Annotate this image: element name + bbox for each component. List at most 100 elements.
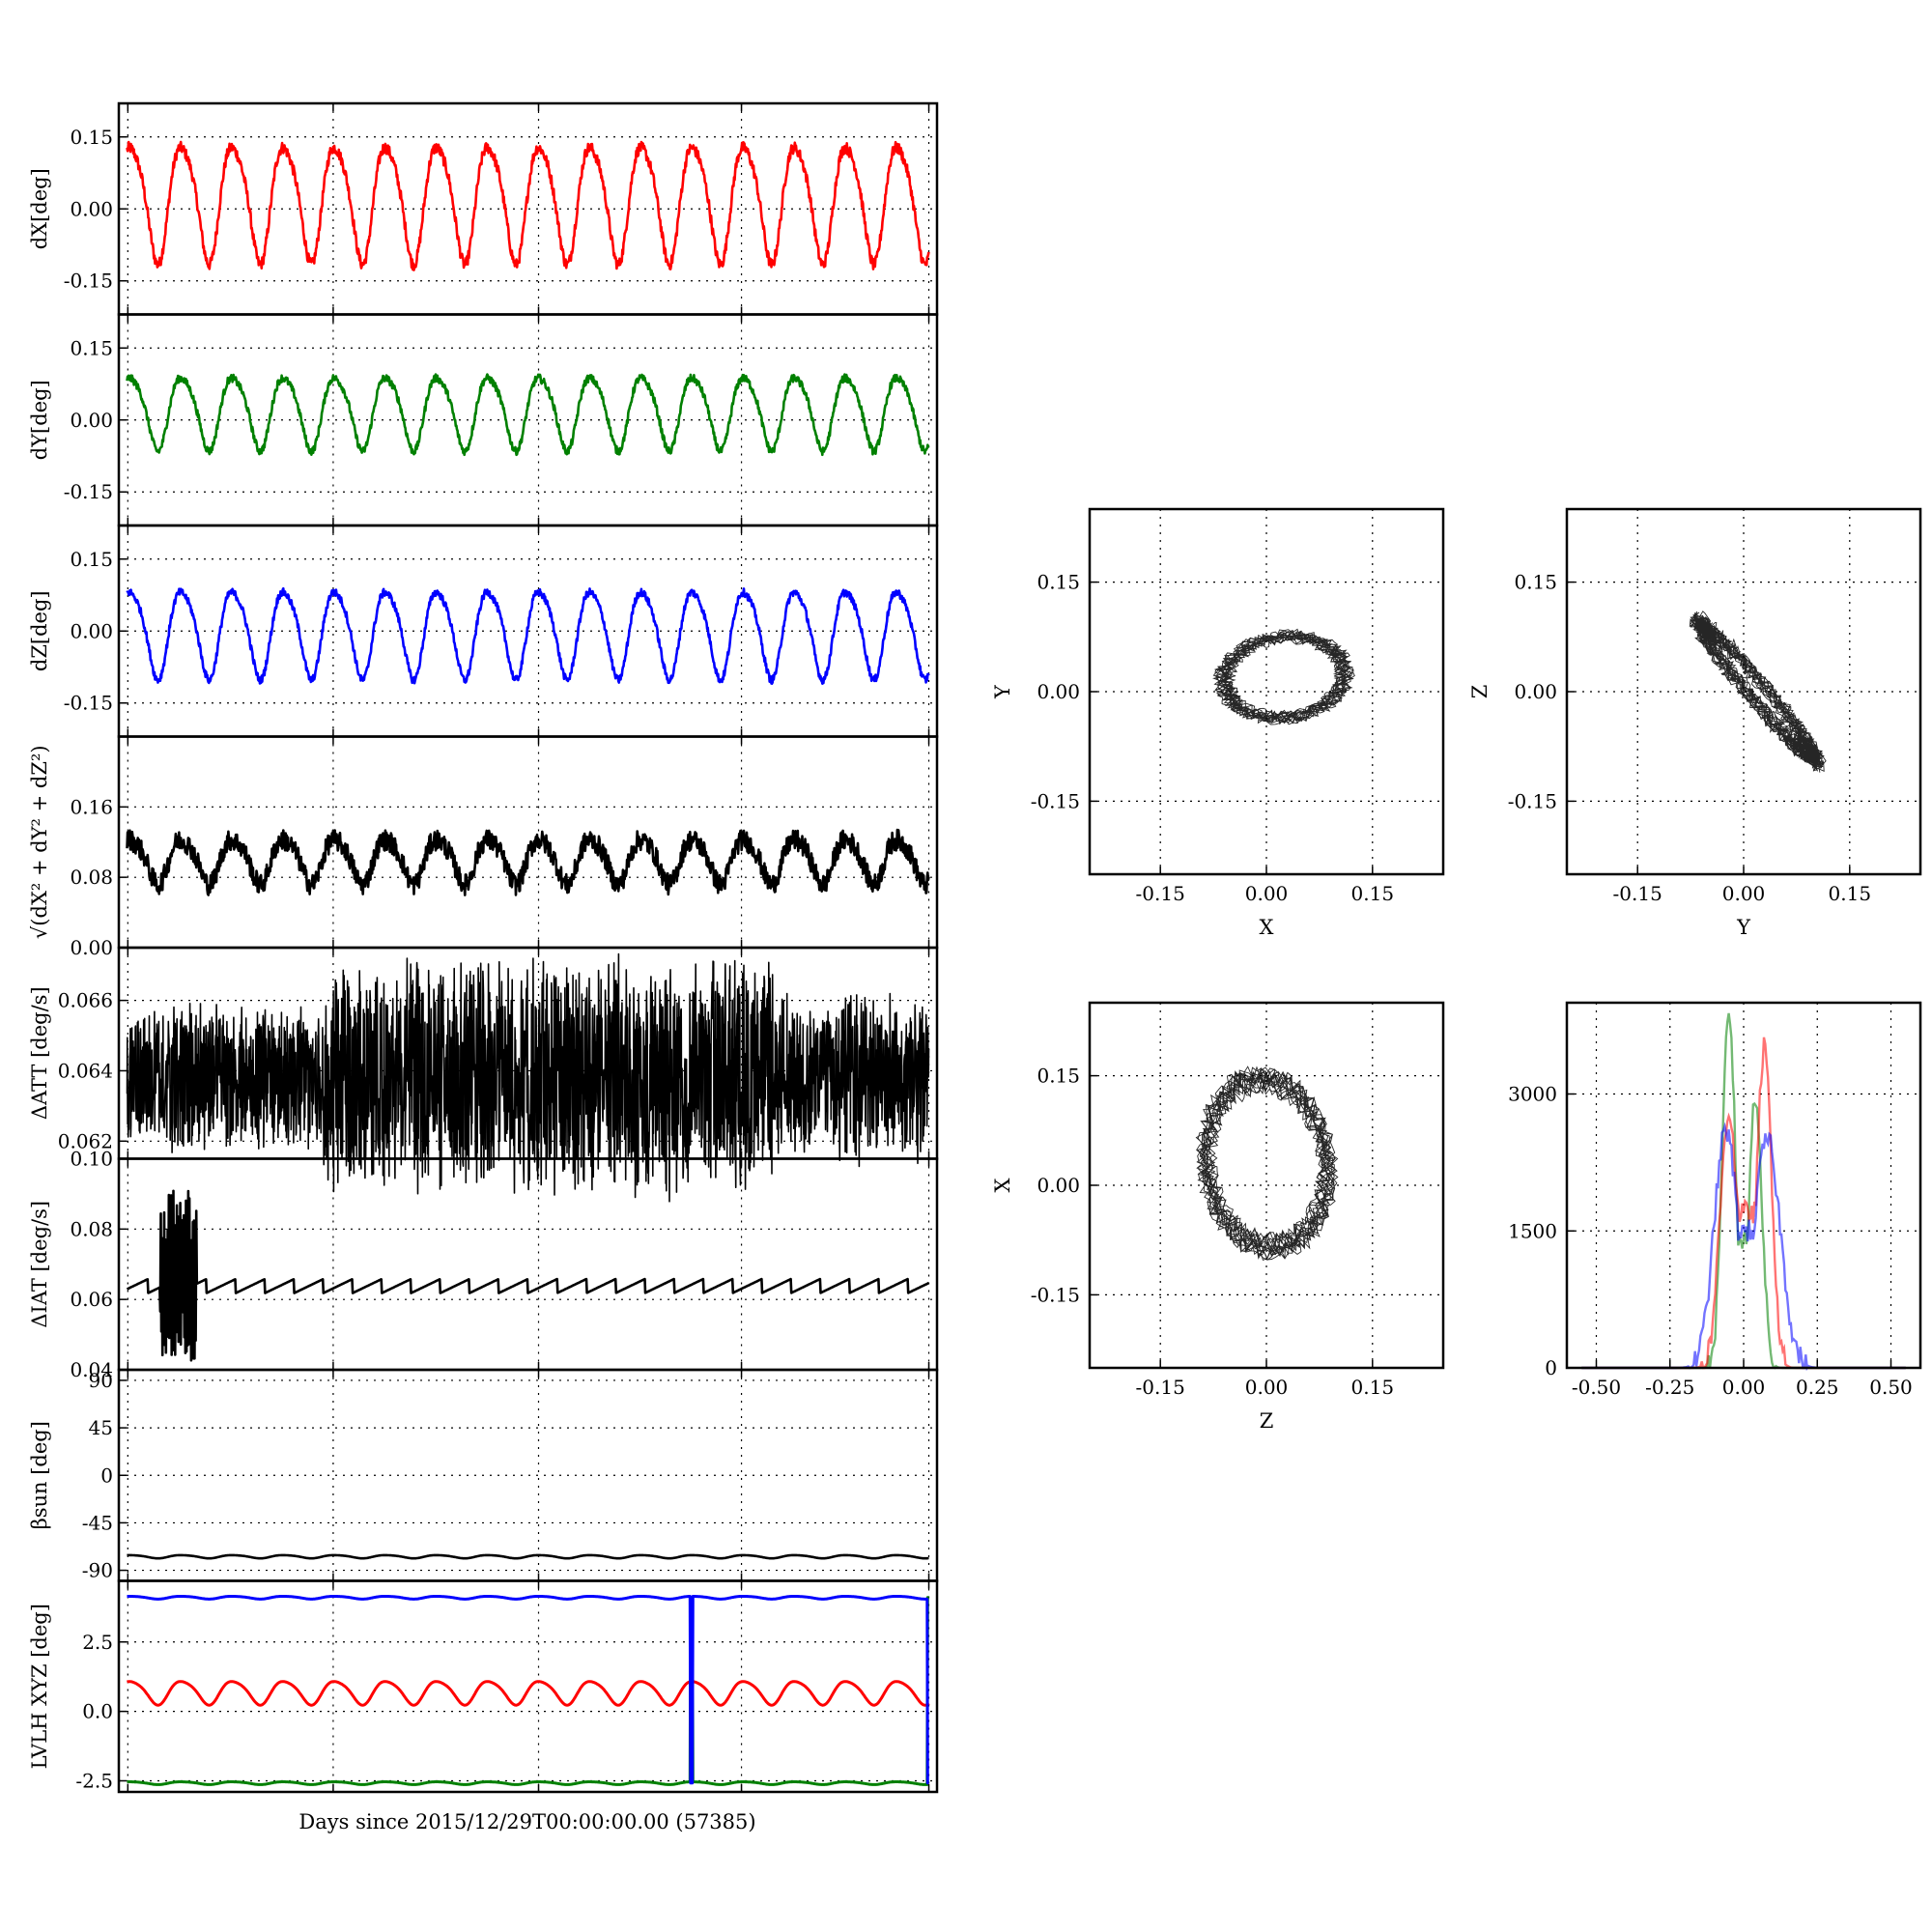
- scatter-trace: [1212, 628, 1355, 725]
- y-tick-label: 0.04: [70, 1358, 113, 1381]
- timeseries-panel-1: 0.15 0.00 -0.15 dX[deg]: [28, 101, 939, 316]
- y-tick-label: 0.15: [1037, 1065, 1080, 1088]
- scatter-panel-ZX: -0.15 -0.15 0.00 0.00 0.15 0.15 Z X: [991, 1001, 1445, 1433]
- y-tick-label: 90: [89, 1369, 113, 1392]
- y-tick-label: 0.08: [70, 1217, 113, 1240]
- y-tick-label: 0.00: [1037, 1174, 1080, 1197]
- y-tick-label: 0: [100, 1463, 113, 1487]
- y-axis-label: ΔIAT [deg/s]: [28, 1201, 51, 1328]
- y-tick-label: 0.15: [1514, 571, 1557, 594]
- y-tick-label: 0: [1545, 1356, 1557, 1379]
- y-tick-label: 0.00: [70, 936, 113, 959]
- y-tick-label: -0.15: [64, 692, 113, 715]
- series-line-1: [126, 140, 930, 271]
- x-tick-label: 0.00: [1245, 882, 1289, 905]
- x-axis-label: X: [1260, 916, 1274, 939]
- y-tick-label: 3000: [1508, 1083, 1557, 1106]
- y-tick-label: 0.00: [1514, 680, 1557, 703]
- x-tick-label: 0.00: [1722, 1376, 1766, 1399]
- timeseries-panel-2: 0.15 0.00 -0.15 dY[deg]: [28, 313, 939, 527]
- histogram-line-3: [1581, 1122, 1906, 1372]
- timeseries-panel-6: 0.10 0.08 0.06 0.04 ΔIAT [deg/s]: [28, 1148, 939, 1381]
- y-tick-label: 0.10: [70, 1148, 113, 1171]
- y-tick-label: 45: [89, 1416, 113, 1439]
- y-axis-label: dY[deg]: [28, 380, 51, 460]
- series-line-2: [126, 1596, 930, 1786]
- series-line-1: [126, 1680, 930, 1707]
- y-axis-label: βsun [deg]: [28, 1421, 51, 1529]
- y-tick-label: 0.15: [70, 548, 113, 571]
- y-tick-label: 0.06: [70, 1288, 113, 1311]
- scatter-panel-XY: -0.15 -0.15 0.00 0.00 0.15 0.15 X Y: [991, 507, 1445, 939]
- timeseries-panel-5: 0.066 0.064 0.062 ΔATT [deg/s]: [28, 946, 939, 1203]
- time-axis-label: Days since 2015/12/29T00:00:00.00 (57385…: [298, 1810, 755, 1833]
- series-line-3: [126, 1595, 930, 1785]
- y-axis-label: dZ[deg]: [28, 590, 51, 671]
- x-tick-label: 0.50: [1869, 1376, 1913, 1399]
- y-tick-label: 0.00: [70, 619, 113, 642]
- scatter-trace: [1195, 1065, 1339, 1261]
- y-tick-label: -0.15: [1508, 789, 1557, 812]
- y-tick-label: -2.5: [75, 1770, 113, 1793]
- y-tick-label: 0.08: [70, 866, 113, 889]
- y-tick-label: 0.066: [58, 989, 113, 1012]
- x-tick-label: 0.15: [1829, 882, 1872, 905]
- y-tick-label: -0.15: [64, 480, 113, 503]
- y-tick-label: 0.0: [82, 1700, 113, 1723]
- y-tick-label: 0.064: [58, 1059, 113, 1082]
- y-axis-label: √(dX² + dY² + dZ²): [28, 745, 51, 939]
- timeseries-panel-8: 2.5 0.0 -2.5 LVLH XYZ [deg]: [28, 1579, 939, 1794]
- y-tick-label: 0.00: [70, 197, 113, 220]
- panel-frame: [117, 735, 939, 950]
- panel-frame: [117, 1157, 939, 1372]
- y-axis-label: ΔATT [deg/s]: [28, 986, 51, 1120]
- y-tick-label: 0.062: [58, 1129, 113, 1152]
- panel-frame: [117, 1579, 939, 1794]
- series-line-1: [126, 587, 930, 685]
- y-tick-label: 0.00: [70, 409, 113, 432]
- y-axis-label: X: [991, 1178, 1014, 1192]
- y-tick-label: 0.16: [70, 795, 113, 818]
- y-tick-label: -0.15: [64, 270, 113, 293]
- y-axis-label: Y: [991, 684, 1014, 699]
- timeseries-panel-4: 0.16 0.08 0.00 √(dX² + dY² + dZ²): [28, 735, 939, 959]
- histogram-line-2: [1581, 1037, 1906, 1370]
- series-line-1: [126, 1553, 930, 1560]
- series-line-1: [126, 1189, 930, 1362]
- y-tick-label: -0.15: [1031, 789, 1080, 812]
- x-axis-label: Y: [1736, 916, 1751, 939]
- x-tick-label: 0.25: [1796, 1376, 1839, 1399]
- x-tick-label: 0.00: [1722, 882, 1766, 905]
- x-tick-label: -0.50: [1572, 1376, 1621, 1399]
- timeseries-panel-7: 90 45 0 -45 -90 βsun [deg]: [28, 1368, 939, 1582]
- panel-frame: [117, 1368, 939, 1582]
- y-tick-label: -45: [82, 1511, 113, 1534]
- y-tick-label: 2.5: [82, 1631, 113, 1654]
- panel-frame: [117, 101, 939, 316]
- y-tick-label: 0.15: [70, 336, 113, 359]
- y-tick-label: 0.15: [1037, 571, 1080, 594]
- y-tick-label: 0.15: [70, 126, 113, 149]
- x-tick-label: 0.00: [1245, 1376, 1289, 1399]
- y-axis-label: LVLH XYZ [deg]: [28, 1604, 51, 1769]
- y-tick-label: -0.15: [1031, 1283, 1080, 1306]
- y-tick-label: -90: [82, 1559, 113, 1582]
- series-line-1: [126, 828, 930, 896]
- y-tick-label: 1500: [1508, 1219, 1557, 1242]
- x-tick-label: 0.15: [1351, 1376, 1395, 1399]
- histogram-panel: -0.50 -0.25 0.00 0.25 0.50 3000 1500 0: [1508, 1001, 1922, 1399]
- series-line-1: [126, 952, 930, 1203]
- timeseries-panel-3: 0.15 0.00 -0.15 dZ[deg]: [28, 524, 939, 738]
- y-axis-label: Z: [1468, 685, 1492, 699]
- x-tick-label: 0.15: [1351, 882, 1395, 905]
- y-tick-label: 0.00: [1037, 680, 1080, 703]
- scatter-trace: [1689, 611, 1827, 773]
- series-line-1: [126, 373, 930, 457]
- x-tick-label: -0.15: [1136, 882, 1185, 905]
- x-tick-label: -0.15: [1613, 882, 1662, 905]
- panel-frame: [117, 313, 939, 527]
- scatter-panel-YZ: -0.15 -0.15 0.00 0.00 0.15 0.15 Y Z: [1468, 507, 1922, 939]
- x-tick-label: -0.25: [1645, 1376, 1694, 1399]
- x-axis-label: Z: [1260, 1409, 1274, 1433]
